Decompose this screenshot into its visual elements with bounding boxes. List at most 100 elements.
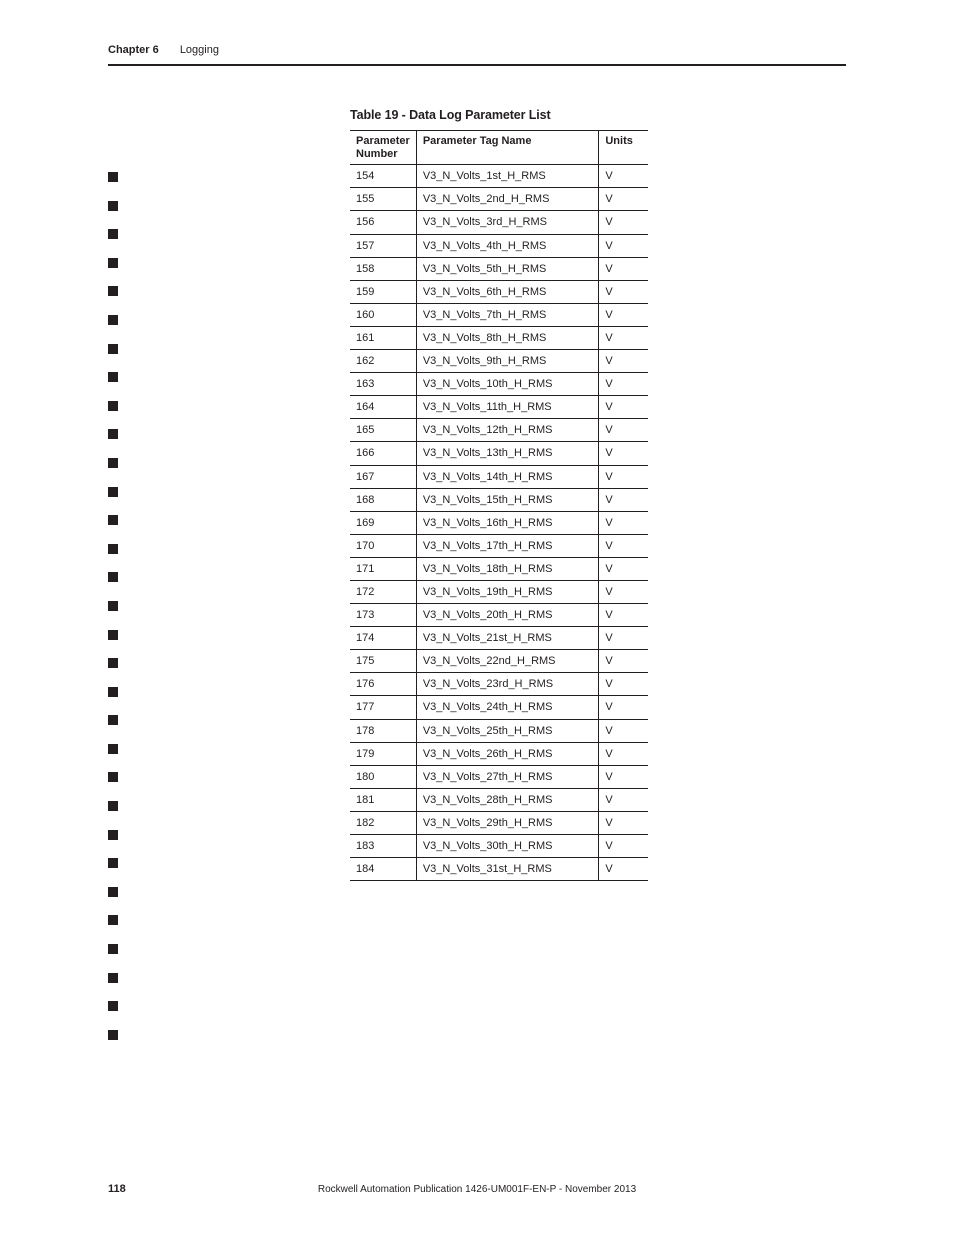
cell-parameter-number: 170 (350, 534, 416, 557)
cell-parameter-tag: V3_N_Volts_15th_H_RMS (416, 488, 599, 511)
cell-parameter-tag: V3_N_Volts_24th_H_RMS (416, 696, 599, 719)
cell-parameter-number: 163 (350, 373, 416, 396)
side-bullet (108, 858, 118, 868)
table-row: 159V3_N_Volts_6th_H_RMSV (350, 280, 648, 303)
cell-parameter-tag: V3_N_Volts_29th_H_RMS (416, 811, 599, 834)
cell-parameter-tag: V3_N_Volts_11th_H_RMS (416, 396, 599, 419)
table-row: 183V3_N_Volts_30th_H_RMSV (350, 835, 648, 858)
cell-parameter-number: 162 (350, 350, 416, 373)
cell-units: V (599, 419, 648, 442)
cell-units: V (599, 650, 648, 673)
footer-publication: Rockwell Automation Publication 1426-UM0… (0, 1184, 954, 1195)
column-header-number: Parameter Number (350, 131, 416, 165)
table-row: 182V3_N_Volts_29th_H_RMSV (350, 811, 648, 834)
cell-parameter-tag: V3_N_Volts_26th_H_RMS (416, 742, 599, 765)
cell-units: V (599, 534, 648, 557)
cell-parameter-tag: V3_N_Volts_8th_H_RMS (416, 326, 599, 349)
table-row: 166V3_N_Volts_13th_H_RMSV (350, 442, 648, 465)
table-row: 172V3_N_Volts_19th_H_RMSV (350, 580, 648, 603)
side-bullet (108, 915, 118, 925)
cell-units: V (599, 835, 648, 858)
cell-units: V (599, 396, 648, 419)
table-row: 167V3_N_Volts_14th_H_RMSV (350, 465, 648, 488)
cell-units: V (599, 465, 648, 488)
table-row: 156V3_N_Volts_3rd_H_RMSV (350, 211, 648, 234)
side-bullet (108, 487, 118, 497)
cell-parameter-tag: V3_N_Volts_7th_H_RMS (416, 303, 599, 326)
side-bullet (108, 601, 118, 611)
cell-units: V (599, 326, 648, 349)
table-row: 165V3_N_Volts_12th_H_RMSV (350, 419, 648, 442)
side-bullet (108, 229, 118, 239)
cell-parameter-number: 173 (350, 604, 416, 627)
table-row: 160V3_N_Volts_7th_H_RMSV (350, 303, 648, 326)
cell-units: V (599, 303, 648, 326)
side-bullet (108, 830, 118, 840)
cell-units: V (599, 373, 648, 396)
side-bullet (108, 201, 118, 211)
cell-parameter-tag: V3_N_Volts_21st_H_RMS (416, 627, 599, 650)
cell-parameter-number: 181 (350, 788, 416, 811)
cell-parameter-number: 160 (350, 303, 416, 326)
cell-parameter-tag: V3_N_Volts_12th_H_RMS (416, 419, 599, 442)
cell-parameter-number: 166 (350, 442, 416, 465)
cell-parameter-number: 182 (350, 811, 416, 834)
cell-parameter-number: 165 (350, 419, 416, 442)
side-bullet (108, 687, 118, 697)
cell-units: V (599, 580, 648, 603)
cell-units: V (599, 858, 648, 881)
table-row: 157V3_N_Volts_4th_H_RMSV (350, 234, 648, 257)
table-row: 158V3_N_Volts_5th_H_RMSV (350, 257, 648, 280)
side-bullet (108, 715, 118, 725)
cell-parameter-number: 164 (350, 396, 416, 419)
side-bullet (108, 172, 118, 182)
side-bullet (108, 286, 118, 296)
side-bullet (108, 973, 118, 983)
cell-parameter-tag: V3_N_Volts_28th_H_RMS (416, 788, 599, 811)
cell-units: V (599, 788, 648, 811)
side-bullet (108, 258, 118, 268)
table-row: 178V3_N_Volts_25th_H_RMSV (350, 719, 648, 742)
side-bullet (108, 887, 118, 897)
table-row: 155V3_N_Volts_2nd_H_RMSV (350, 188, 648, 211)
content-area: Table 19 - Data Log Parameter List Param… (350, 108, 648, 881)
side-bullet (108, 1001, 118, 1011)
cell-parameter-tag: V3_N_Volts_5th_H_RMS (416, 257, 599, 280)
side-bullet (108, 944, 118, 954)
cell-parameter-number: 156 (350, 211, 416, 234)
cell-parameter-number: 174 (350, 627, 416, 650)
table-header-row: Parameter Number Parameter Tag Name Unit… (350, 131, 648, 165)
side-bullet (108, 401, 118, 411)
table-row: 174V3_N_Volts_21st_H_RMSV (350, 627, 648, 650)
cell-parameter-number: 171 (350, 557, 416, 580)
cell-units: V (599, 442, 648, 465)
cell-parameter-number: 177 (350, 696, 416, 719)
cell-parameter-number: 180 (350, 765, 416, 788)
header-rule (108, 64, 846, 66)
cell-parameter-number: 159 (350, 280, 416, 303)
side-bullet (108, 344, 118, 354)
cell-parameter-tag: V3_N_Volts_19th_H_RMS (416, 580, 599, 603)
column-header-units: Units (599, 131, 648, 165)
cell-parameter-number: 175 (350, 650, 416, 673)
parameter-table: Parameter Number Parameter Tag Name Unit… (350, 130, 648, 881)
side-bullet (108, 515, 118, 525)
table-row: 154V3_N_Volts_1st_H_RMSV (350, 165, 648, 188)
cell-parameter-tag: V3_N_Volts_2nd_H_RMS (416, 188, 599, 211)
cell-parameter-tag: V3_N_Volts_18th_H_RMS (416, 557, 599, 580)
table-row: 175V3_N_Volts_22nd_H_RMSV (350, 650, 648, 673)
table-row: 170V3_N_Volts_17th_H_RMSV (350, 534, 648, 557)
side-bullet (108, 658, 118, 668)
cell-units: V (599, 557, 648, 580)
cell-parameter-tag: V3_N_Volts_22nd_H_RMS (416, 650, 599, 673)
cell-parameter-number: 169 (350, 511, 416, 534)
cell-parameter-tag: V3_N_Volts_25th_H_RMS (416, 719, 599, 742)
cell-parameter-tag: V3_N_Volts_1st_H_RMS (416, 165, 599, 188)
cell-units: V (599, 511, 648, 534)
side-bullet-strip (108, 172, 118, 1058)
side-bullet (108, 801, 118, 811)
cell-parameter-tag: V3_N_Volts_4th_H_RMS (416, 234, 599, 257)
cell-parameter-tag: V3_N_Volts_6th_H_RMS (416, 280, 599, 303)
cell-units: V (599, 257, 648, 280)
table-row: 184V3_N_Volts_31st_H_RMSV (350, 858, 648, 881)
